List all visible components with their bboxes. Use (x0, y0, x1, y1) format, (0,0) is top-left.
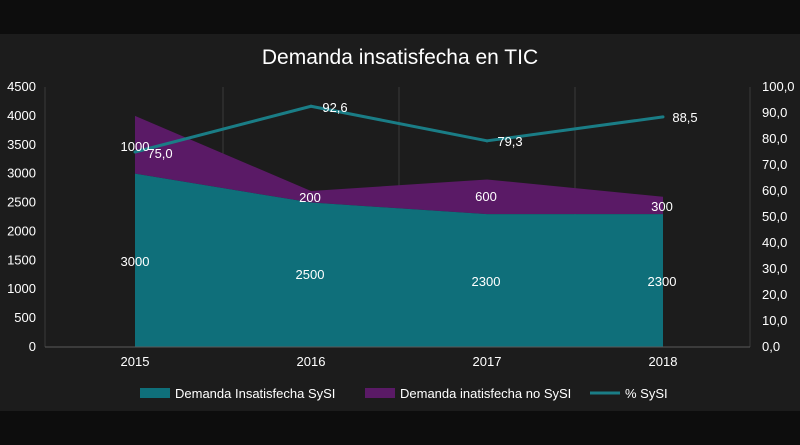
y-left-tick-label: 4500 (7, 79, 36, 94)
legend-label: % SySI (625, 386, 668, 401)
data-label-pct: 92,6 (322, 100, 347, 115)
line-series (133, 104, 665, 154)
y-left-tick-label: 3000 (7, 166, 36, 181)
data-label-no-sysi: 200 (299, 190, 321, 205)
y-right-tick-label: 10,0 (762, 313, 787, 328)
legend-label: Demanda Insatisfecha SySI (175, 386, 335, 401)
y-right-tick-label: 0,0 (762, 339, 780, 354)
line-point (133, 150, 137, 154)
legend-swatch (365, 388, 395, 398)
line-pct-sysi (134, 104, 664, 154)
data-label-no-sysi: 1000 (121, 139, 150, 154)
legend-label: Demanda inatisfecha no SySI (400, 386, 571, 401)
y-left-tick-label: 0 (29, 339, 36, 354)
data-label-pct: 75,0 (147, 146, 172, 161)
data-label-sysi: 3000 (121, 254, 150, 269)
y-left-tick-label: 4000 (7, 108, 36, 123)
y-left-tick-label: 2000 (7, 223, 36, 238)
data-label-pct: 79,3 (497, 134, 522, 149)
y-right-tick-label: 70,0 (762, 157, 787, 172)
y-right-tick-label: 60,0 (762, 183, 787, 198)
y-right-tick-label: 100,0 (762, 79, 795, 94)
line-point (485, 139, 489, 143)
line-point (661, 115, 665, 119)
y-right-tick-label: 40,0 (762, 235, 787, 250)
data-labels: 3000 2500 2300 2300 1000 200 600 300 75,0 92,6 79,… (121, 100, 698, 289)
y-left-tick-label: 3500 (7, 137, 36, 152)
y-right-tick-label: 30,0 (762, 261, 787, 276)
area-demanda-inatisfecha-no-sysi (135, 115, 663, 215)
line-point (309, 104, 313, 108)
y-left-tick-label: 2500 (7, 195, 36, 210)
x-tick-label: 2017 (473, 354, 502, 369)
axes: 0 500 1000 1500 2000 2500 3000 3500 4000 4500 0,0 1… (7, 79, 794, 369)
data-label-sysi: 2300 (648, 274, 677, 289)
y-right-tick-label: 50,0 (762, 209, 787, 224)
data-label-pct: 88,5 (672, 110, 697, 125)
data-label-sysi: 2300 (472, 274, 501, 289)
y-left-tick-label: 1000 (7, 281, 36, 296)
x-tick-label: 2015 (121, 354, 150, 369)
areas (135, 115, 663, 347)
data-label-no-sysi: 600 (475, 189, 497, 204)
area-demanda-insatisfecha-sysi (135, 173, 663, 347)
y-left-tick-label: 1500 (7, 252, 36, 267)
y-right-tick-label: 80,0 (762, 131, 787, 146)
top-bar (0, 0, 800, 34)
x-tick-label: 2018 (649, 354, 678, 369)
x-tick-label: 2016 (297, 354, 326, 369)
legend-swatch (140, 388, 170, 398)
data-label-sysi: 2500 (296, 267, 325, 282)
data-label-no-sysi: 300 (651, 199, 673, 214)
y-right-tick-label: 90,0 (762, 105, 787, 120)
legend: Demanda Insatisfecha SySI Demanda inatisf… (140, 386, 668, 401)
y-right-tick-label: 20,0 (762, 287, 787, 302)
chart-title: Demanda insatisfecha en TIC (262, 46, 538, 69)
bottom-bar (0, 411, 800, 445)
y-left-tick-label: 500 (14, 310, 36, 325)
